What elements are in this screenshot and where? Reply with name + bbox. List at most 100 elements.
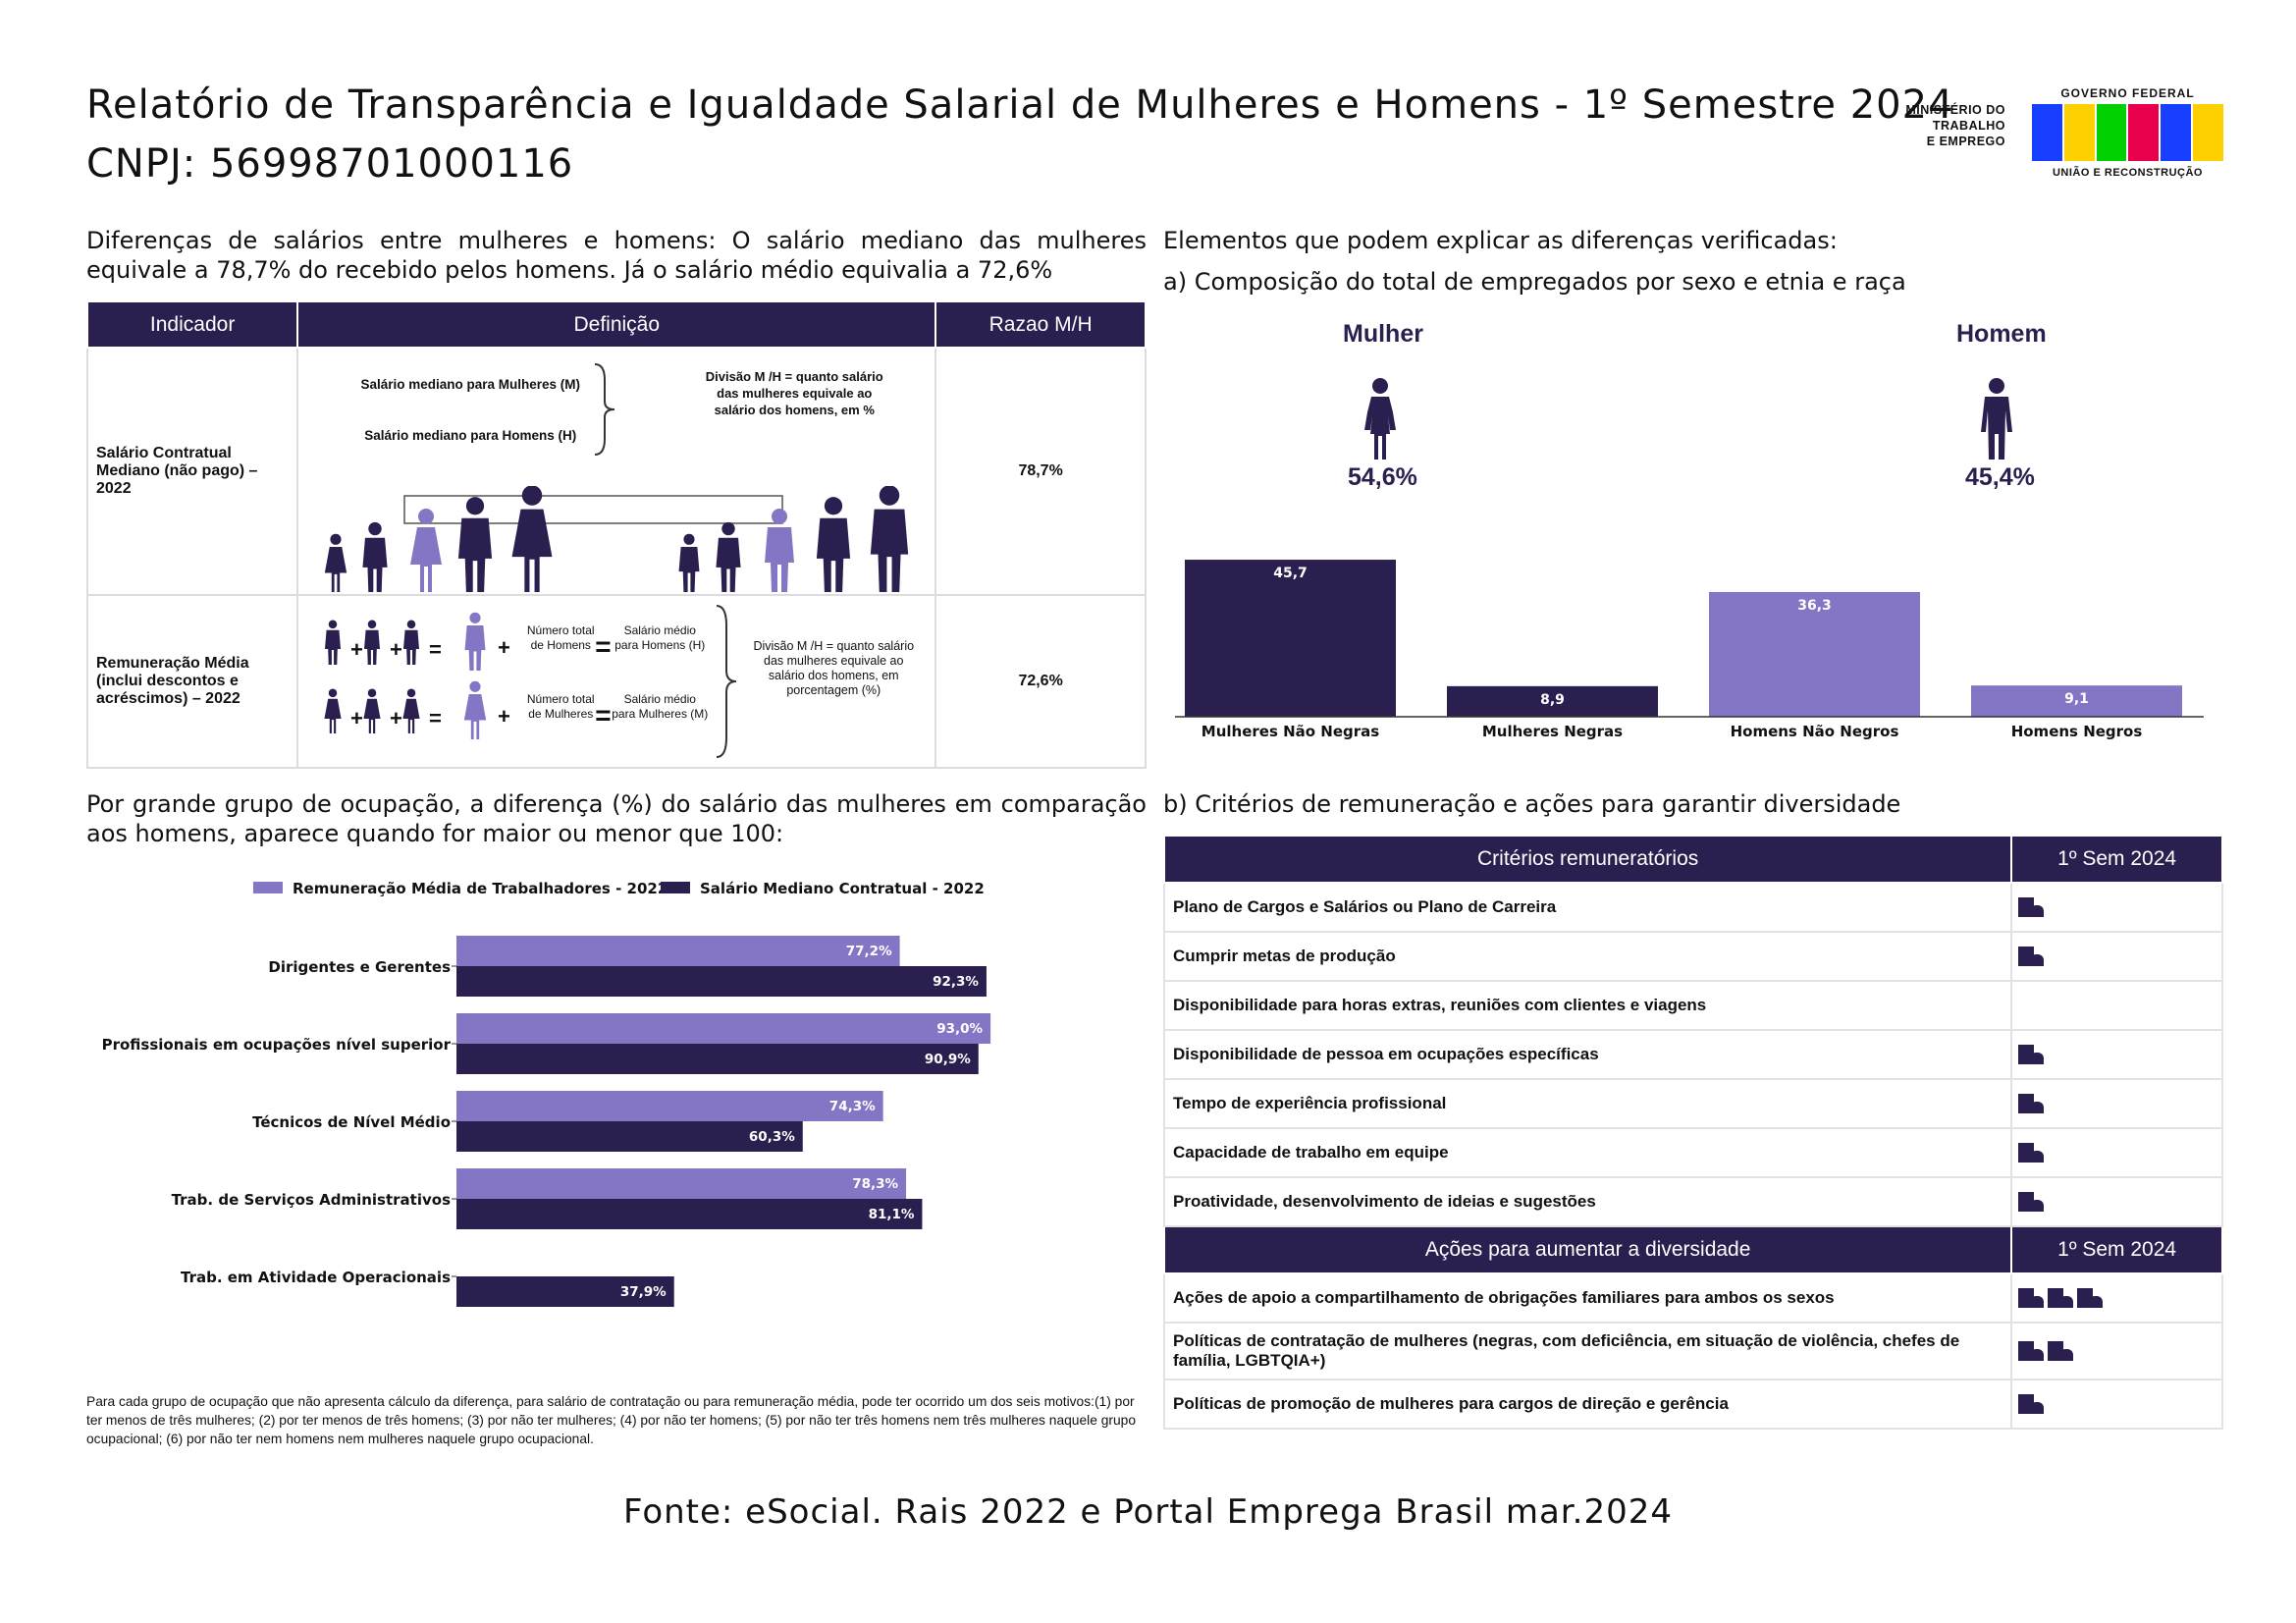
brace-icon bbox=[595, 363, 615, 456]
definition-cell: + + = + + + = + Número total de Homens = Salári… bbox=[296, 594, 937, 769]
mulher-percent: 54,6% bbox=[1348, 463, 1417, 491]
occupation-category-label: Trab. de Serviços Administrativos bbox=[172, 1191, 451, 1209]
ministry-logo: MINISTÉRIO DO TRABALHO E EMPREGO bbox=[1883, 102, 2005, 149]
man-figure-icon bbox=[678, 533, 700, 592]
man-figure-icon bbox=[464, 612, 486, 671]
composition-category-label: Mulheres Negras bbox=[1482, 723, 1623, 740]
criteria-label: Disponibilidade para horas extras, reuni… bbox=[1162, 980, 2013, 1031]
ministry-line: TRABALHO bbox=[1932, 119, 2005, 133]
people-group-icon bbox=[325, 486, 909, 592]
criteria-row: Disponibilidade para horas extras, reuni… bbox=[1162, 980, 2223, 1031]
action-label: Ações de apoio a compartilhamento de obr… bbox=[1162, 1272, 2013, 1324]
indicator-label: Remuneração Média (inclui descontos e ac… bbox=[96, 655, 249, 707]
criteria-label: Disponibilidade de pessoa em ocupações e… bbox=[1162, 1029, 2013, 1080]
criteria-row: Proatividade, desenvolvimento de ideias … bbox=[1162, 1176, 2223, 1227]
intro-line: Diferenças de salários entre mulheres e … bbox=[86, 227, 1147, 254]
col-header: Definição bbox=[296, 300, 937, 349]
man-figure-icon bbox=[325, 620, 342, 665]
criteria-icons bbox=[2010, 1176, 2223, 1227]
ministry-line: E EMPREGO bbox=[1926, 135, 2005, 148]
ratio-cell: 72,6% bbox=[934, 594, 1147, 769]
occupation-category-label: Profissionais em ocupações nível superio… bbox=[102, 1036, 452, 1054]
criteria-icons bbox=[2010, 882, 2223, 933]
occupation-chart: Remuneração Média de Trabalhadores - 202… bbox=[102, 880, 991, 1307]
man-figure-icon bbox=[716, 521, 741, 592]
woman-figure-icon bbox=[325, 533, 347, 592]
composition-chart: 45,7 Mulheres Não Negras 8,9 Mulheres Negra… bbox=[1175, 560, 2204, 740]
composition-category-label: Homens Não Negros bbox=[1731, 723, 1899, 740]
occupation-bar bbox=[456, 1013, 991, 1044]
building-icon bbox=[2077, 1288, 2104, 1309]
woman-figure-icon bbox=[324, 688, 342, 733]
occupation-line: aos homens, aparece quando for maior ou … bbox=[86, 820, 784, 847]
criteria-label: Plano de Cargos e Salários ou Plano de C… bbox=[1162, 882, 2013, 933]
criteria-row: Capacidade de trabalho em equipe bbox=[1162, 1127, 2223, 1178]
woman-figure-icon bbox=[410, 509, 443, 592]
action-icons bbox=[2010, 1322, 2223, 1380]
indicator-table: Indicador Definição Razao M/H Salário Co… bbox=[85, 300, 1147, 769]
occupation-value-label: 60,3% bbox=[749, 1129, 795, 1145]
man-figure-icon bbox=[362, 521, 388, 592]
man-figure-icon bbox=[403, 620, 420, 665]
occupation-bar bbox=[456, 1044, 979, 1074]
criteria-row: Disponibilidade de pessoa em ocupações e… bbox=[1162, 1029, 2223, 1080]
actions-header-row: Ações para aumentar a diversidade 1º Sem … bbox=[1162, 1225, 2223, 1274]
legend-label: Salário Mediano Contratual - 2022 bbox=[700, 880, 985, 897]
action-label: Políticas de promoção de mulheres para c… bbox=[1162, 1379, 2013, 1430]
building-icon bbox=[2048, 1341, 2074, 1362]
man-figure-icon bbox=[458, 497, 493, 592]
label-women-median: Salário mediano para Mulheres (M) bbox=[360, 377, 581, 392]
composition-value-label: 8,9 bbox=[1540, 692, 1565, 708]
criteria-row: Cumprir metas de produção bbox=[1162, 931, 2223, 982]
action-row: Políticas de promoção de mulheres para c… bbox=[1162, 1379, 2223, 1430]
label-avg-women: Salário médio para Mulheres (M) bbox=[612, 692, 709, 721]
composition-bar bbox=[1971, 685, 2182, 717]
division-text: Divisão M /H = quanto salário das mulher… bbox=[705, 369, 883, 417]
section-b-heading: b) Critérios de remuneração e ações para… bbox=[1163, 790, 1901, 818]
action-row: Políticas de contratação de mulheres (ne… bbox=[1162, 1322, 2223, 1380]
action-row: Ações de apoio a compartilhamento de obr… bbox=[1162, 1272, 2223, 1324]
composition-bar bbox=[1447, 685, 1658, 717]
cnpj-label: CNPJ: 56998701000116 bbox=[86, 141, 574, 187]
svg-text:+: + bbox=[350, 706, 363, 730]
criteria-table: Critérios remuneratórios 1º Sem 2024 Pla… bbox=[1162, 835, 2223, 1430]
label-total-men: Número total de Homens bbox=[526, 623, 595, 652]
svg-text:+: + bbox=[390, 637, 402, 662]
svg-text:+: + bbox=[350, 637, 363, 662]
man-figure-icon bbox=[871, 486, 909, 592]
occupation-intro: Por grande grupo de ocupação, a diferenç… bbox=[86, 789, 1147, 848]
composition-bar bbox=[1709, 591, 1920, 717]
section-a-heading: a) Composição do total de empregados por… bbox=[1163, 268, 1906, 296]
brasil-wordmark bbox=[2032, 104, 2223, 161]
criteria-label: Tempo de experiência profissional bbox=[1162, 1078, 2013, 1129]
legend-swatch bbox=[661, 882, 690, 893]
criteria-icons bbox=[2010, 931, 2223, 982]
composition-category-label: Homens Negros bbox=[2011, 723, 2143, 740]
composition-bar bbox=[1185, 560, 1396, 717]
woman-figure-icon bbox=[464, 680, 487, 739]
criteria-icons bbox=[2010, 1029, 2223, 1080]
occupation-value-label: 78,3% bbox=[852, 1176, 898, 1192]
gov-logo: GOVERNO FEDERAL UNIÃO E RECONSTRUÇÃO bbox=[2032, 86, 2223, 179]
definition-cell: Salário mediano para Mulheres (M) Salári… bbox=[296, 347, 937, 596]
semester-header: 1º Sem 2024 bbox=[2010, 1225, 2223, 1274]
svg-text:=: = bbox=[429, 706, 442, 730]
source-text: Fonte: eSocial. Rais 2022 e Portal Empre… bbox=[622, 1492, 1674, 1532]
man-figure-icon bbox=[765, 509, 795, 592]
woman-figure-icon bbox=[363, 688, 381, 733]
intro-line: equivale a 78,7% do recebido pelos homen… bbox=[86, 256, 1053, 284]
occupation-bar bbox=[456, 966, 987, 997]
indicator-label: Salário Contratual Mediano (não pago) – … bbox=[96, 445, 258, 497]
ministry-line: MINISTÉRIO DO bbox=[1905, 103, 2005, 117]
occupation-value-label: 81,1% bbox=[869, 1207, 915, 1222]
criteria-icons bbox=[2010, 1078, 2223, 1129]
semester-header: 1º Sem 2024 bbox=[2010, 835, 2223, 884]
occupation-category-label: Dirigentes e Gerentes bbox=[268, 958, 451, 976]
composition-value-label: 45,7 bbox=[1273, 566, 1308, 581]
occupation-value-label: 90,9% bbox=[925, 1052, 971, 1067]
homem-label: Homem bbox=[1956, 320, 2047, 348]
gov-bottom-text: UNIÃO E RECONSTRUÇÃO bbox=[2052, 167, 2203, 179]
man-figure-icon bbox=[364, 620, 381, 665]
brace-icon bbox=[717, 605, 737, 758]
occupation-value-label: 77,2% bbox=[846, 944, 892, 959]
